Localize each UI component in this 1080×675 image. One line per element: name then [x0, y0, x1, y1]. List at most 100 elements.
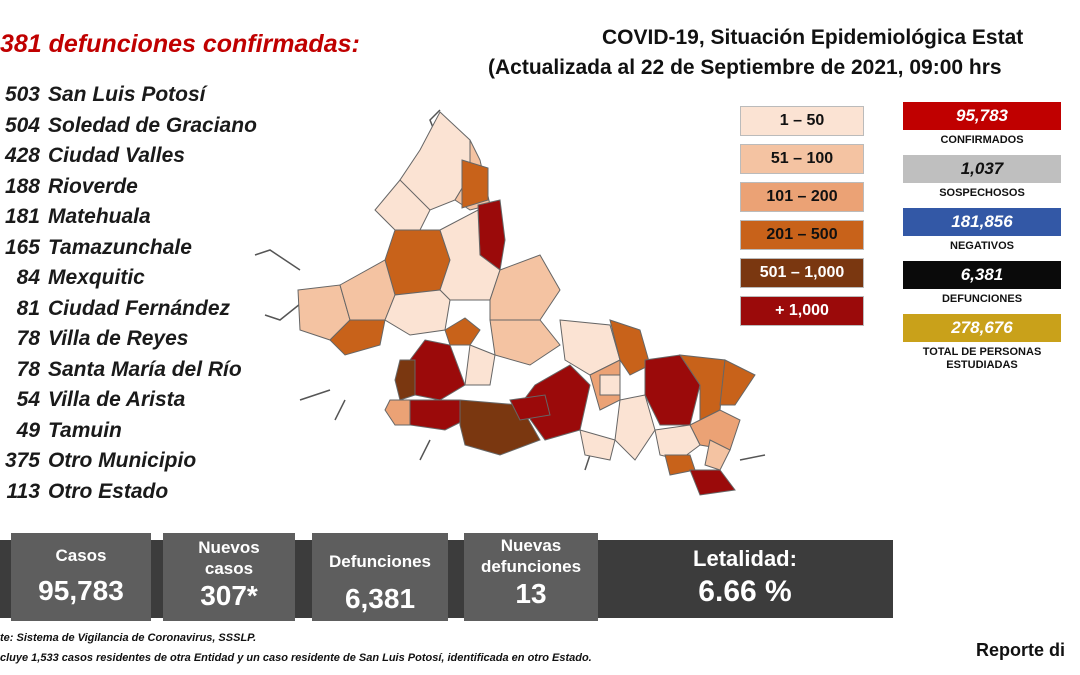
municipality-name: Otro Municipio [48, 449, 197, 472]
stat-value: 1,037 [903, 155, 1061, 183]
page-title: COVID-19, Situación Epidemiológica Estat [602, 26, 1024, 49]
stat-block: 95,783 CONFIRMADOS [903, 102, 1061, 147]
municipality-item: 428 Ciudad Valles [0, 141, 257, 172]
region-west-5 [329, 319, 386, 356]
region-tamazunchale [689, 469, 736, 496]
region-sanluis [394, 359, 416, 401]
municipality-name: Soledad de Graciano [48, 113, 257, 137]
municipality-name: Ciudad Fernández [48, 296, 231, 320]
region-huasteca-3 [719, 359, 756, 406]
stat-value: 95,783 [903, 102, 1061, 130]
municipality-item: 181 Matehuala [0, 202, 257, 233]
new-cases-box: Nuevos casos 307* [163, 533, 295, 621]
municipality-item: 84 Mexquitic [0, 263, 257, 294]
municipality-name: Matehuala [48, 205, 151, 228]
municipality-name: Tamazunchale [48, 235, 192, 259]
municipality-count: 84 [16, 266, 40, 289]
road-line [254, 249, 301, 271]
municipality-item: 165 Tamazunchale [0, 233, 257, 264]
region-huasteca-7 [704, 439, 731, 471]
municipality-count: 54 [16, 388, 40, 411]
note-footnote: cluye 1,533 casos residentes de otra Ent… [0, 652, 592, 664]
municipality-item: 78 Villa de Reyes [0, 324, 257, 355]
stat-block: 6,381 DEFUNCIONES [903, 261, 1061, 306]
stat-block: 181,856 NEGATIVOS [903, 208, 1061, 253]
region-east-3 [614, 394, 656, 461]
source-footnote: te: Sistema de Vigilancia de Coronavirus… [0, 632, 257, 644]
municipality-count: 81 [16, 296, 40, 320]
municipality-count: 165 [4, 235, 40, 259]
road-line [299, 389, 331, 401]
stat-label: SOSPECHOSOS [939, 187, 1025, 199]
region-center-3 [384, 289, 451, 336]
municipality-name: Ciudad Valles [48, 144, 185, 167]
cases-box: Casos 95,783 [11, 533, 151, 621]
municipality-count: 188 [4, 174, 40, 198]
region-east-2 [599, 374, 621, 396]
municipality-item: 188 Rioverde [0, 172, 257, 203]
stat-value: 181,856 [903, 208, 1061, 236]
municipality-count: 375 [4, 449, 40, 472]
stat-value: 278,676 [903, 314, 1061, 342]
municipality-item: 78 Santa María del Río [0, 355, 257, 386]
municipality-item: 375 Otro Municipio [0, 446, 257, 477]
region-east-5 [609, 319, 651, 376]
lethality-value: 6.66 % [698, 575, 792, 608]
municipality-name: Rioverde [48, 174, 138, 198]
municipality-name: San Luis Potosí [48, 83, 206, 106]
new-deaths-label: Nuevas defunciones [480, 536, 582, 576]
municipality-name: Villa de Reyes [48, 327, 189, 350]
municipality-name: Otro Estado [48, 479, 169, 503]
legend-item: 501 – 1,000 [740, 258, 864, 288]
region-huasteca-5 [654, 424, 701, 461]
region-villadereyes [409, 399, 466, 431]
cases-value: 95,783 [38, 575, 124, 606]
legend-item: 201 – 500 [740, 220, 864, 250]
municipality-count: 428 [4, 144, 40, 167]
road-line [334, 399, 346, 421]
road-line [419, 439, 431, 461]
municipality-count: 78 [16, 357, 40, 381]
municipality-name: Santa María del Río [48, 357, 242, 381]
page-subtitle: (Actualizada al 22 de Septiembre de 2021… [488, 56, 1002, 79]
stat-block: 1,037 SOSPECHOSOS [903, 155, 1061, 200]
municipality-deaths-list: 503 San Luis Potosí 504 Soledad de Graciano… [0, 80, 257, 507]
cases-label: Casos [55, 546, 107, 565]
stat-label: TOTAL DE PERSONAS ESTUDIADAS [922, 346, 1042, 371]
municipality-count: 113 [6, 479, 40, 503]
road-line [584, 454, 591, 471]
new-cases-label: Nuevos casos [198, 538, 260, 578]
region-west-4 [339, 259, 396, 321]
new-deaths-box: Nuevas defunciones 13 [464, 533, 598, 621]
deaths-box: Defunciones 6,381 [312, 533, 448, 621]
deaths-title: 381 defunciones confirmadas: [0, 30, 360, 58]
municipality-item: 81 Ciudad Fernández [0, 294, 257, 325]
stat-value: 6,381 [903, 261, 1061, 289]
municipality-item: 503 San Luis Potosí [0, 80, 257, 111]
stat-label: DEFUNCIONES [941, 293, 1023, 305]
map-legend: 1 – 50 51 – 100 101 – 200 201 – 500 501 – 1,… [740, 106, 864, 334]
road-line [739, 454, 766, 461]
region-center-5 [489, 319, 561, 366]
region-smaller-1 [464, 344, 496, 386]
region-north-orange [461, 159, 489, 209]
legend-item: + 1,000 [740, 296, 864, 326]
stat-label: CONFIRMADOS [940, 134, 1024, 146]
lethality-label: Letalidad: [693, 546, 797, 571]
municipality-name: Tamuin [48, 418, 122, 442]
region-center-4 [444, 317, 481, 346]
municipality-name: Villa de Arista [48, 388, 186, 411]
new-deaths-value: 13 [515, 578, 547, 609]
region-ciudadfernandez [509, 394, 551, 421]
region-soledad [409, 339, 466, 401]
region-east-4 [579, 429, 616, 461]
municipality-count: 504 [4, 113, 40, 137]
deaths-value: 6,381 [344, 583, 416, 614]
municipality-item: 54 Villa de Arista [0, 385, 257, 416]
region-west-2 [384, 229, 451, 296]
legend-item: 101 – 200 [740, 182, 864, 212]
deaths-label: Defunciones [328, 552, 432, 571]
municipality-name: Mexquitic [48, 266, 145, 289]
municipality-count: 78 [16, 327, 40, 350]
